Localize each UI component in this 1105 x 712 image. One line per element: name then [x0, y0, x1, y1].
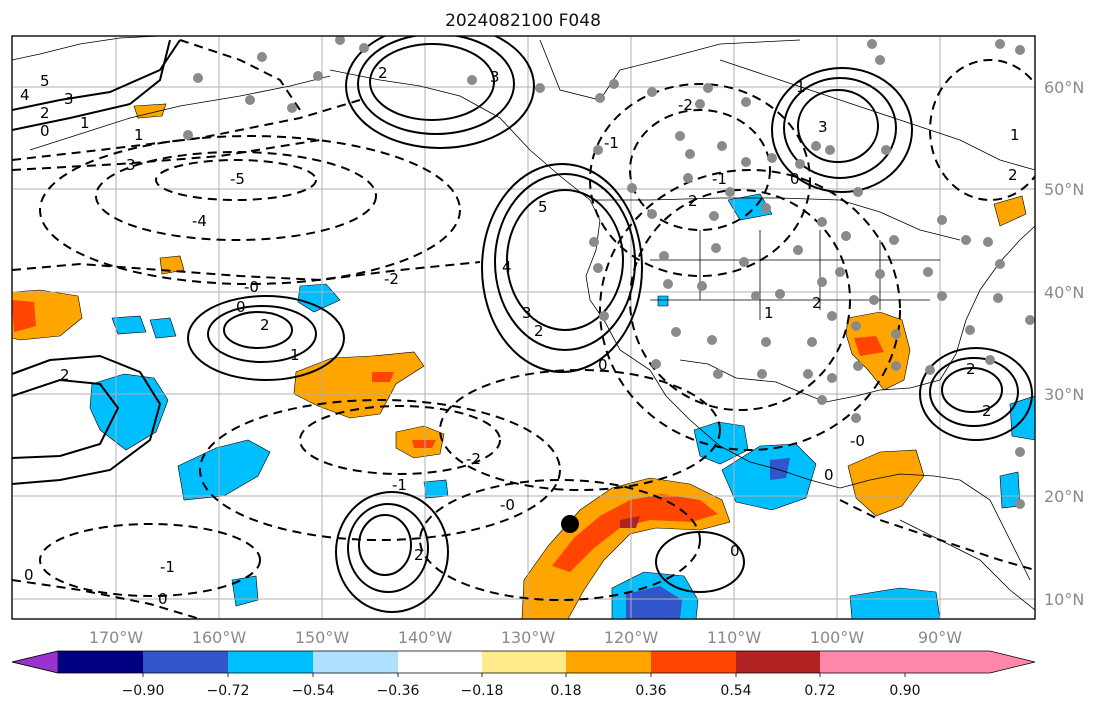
lat-label: 30°N — [1044, 385, 1084, 404]
colorbar-bin — [58, 651, 143, 673]
colorbar: −0.90 −0.72 −0.54 −0.36 −0.18 0.18 0.36 … — [11, 650, 1036, 699]
contour-label: 3 — [126, 156, 136, 174]
contour-label: 1 — [1010, 126, 1020, 144]
contour-label: 1 — [80, 114, 90, 132]
lon-label: 90°W — [918, 628, 962, 647]
longitude-labels: 170°W 160°W 150°W 140°W 130°W 120°W 110°… — [89, 628, 962, 647]
contour-label: 2 — [966, 360, 976, 378]
contour-label: -1 — [712, 170, 727, 188]
station-markers — [183, 36, 1035, 509]
contour-label: 2 — [414, 546, 424, 564]
dashed-contours — [12, 39, 1035, 619]
contour-label: 3 — [522, 304, 532, 322]
contour-label: -1 — [160, 558, 175, 576]
lon-label: 150°W — [295, 628, 350, 647]
contour-label: -2 — [384, 270, 399, 288]
contour-label: 0 — [790, 170, 800, 188]
contour-label: 1 — [290, 346, 300, 364]
contour-label: 2 — [40, 104, 50, 122]
contour-label: 1 — [134, 126, 144, 144]
contour-label: -4 — [192, 212, 207, 230]
contour-label: -5 — [230, 170, 245, 188]
lat-label: 40°N — [1044, 283, 1084, 302]
contour-label: 4 — [20, 86, 30, 104]
contour-label: 5 — [40, 72, 50, 90]
contour-label: 2 — [534, 322, 544, 340]
colorbar-extend-max — [905, 651, 1035, 673]
contour-label: 0 — [236, 298, 246, 316]
lon-label: 110°W — [707, 628, 762, 647]
colorbar-bin — [482, 651, 566, 673]
contour-label: 2 — [378, 64, 388, 82]
figure-title: 2024082100 F048 — [445, 11, 601, 31]
colorbar-bin — [313, 651, 398, 673]
colorbar-bin — [651, 651, 736, 673]
contour-label: 2 — [260, 316, 270, 334]
lon-label: 130°W — [501, 628, 556, 647]
contour-label: 3 — [64, 90, 74, 108]
colorbar-bin — [398, 651, 482, 673]
colorbar-bin — [143, 651, 228, 673]
contour-label: 1 — [796, 78, 806, 96]
contour-label: 2 — [982, 402, 992, 420]
contour-label: 0 — [24, 566, 34, 584]
lat-label: 60°N — [1044, 78, 1084, 97]
shaded-anomaly-fields — [12, 103, 1035, 619]
colorbar-bin — [820, 651, 905, 673]
contour-label: 0 — [824, 466, 834, 484]
contour-label: -1 — [604, 134, 619, 152]
colorbar-tick-label: 0.90 — [889, 683, 920, 699]
contour-label: -0 — [500, 496, 515, 514]
colorbar-tick-label: −0.54 — [292, 683, 335, 699]
colorbar-extend-min — [11, 650, 59, 674]
colorbar-bin — [228, 651, 313, 673]
lon-label: 120°W — [604, 628, 659, 647]
lon-label: 100°W — [810, 628, 865, 647]
lon-label: 140°W — [398, 628, 453, 647]
colorbar-bin — [736, 651, 820, 673]
colorbar-tick-label: 0.72 — [804, 683, 835, 699]
contour-label: 0 — [730, 542, 740, 560]
contour-label: 5 — [538, 198, 548, 216]
contour-label: 0 — [598, 356, 608, 374]
colorbar-tick-label: −0.72 — [207, 683, 250, 699]
colorbar-tick-label: 0.18 — [550, 683, 581, 699]
colorbar-tick-label: −0.36 — [377, 683, 420, 699]
contour-label: -1 — [392, 476, 407, 494]
storm-center-marker — [561, 515, 579, 533]
contour-label: 4 — [502, 258, 512, 276]
colorbar-tick-label: 0.36 — [635, 683, 666, 699]
colorbar-tick-label: 0.54 — [720, 683, 751, 699]
contour-labels: 5 3 4 2 1 0 1 3 -5 -4 -2 0 -0 2 1 2 2 3 … — [20, 64, 1020, 608]
colorbar-bin — [566, 651, 651, 673]
contour-label: 0 — [158, 590, 168, 608]
contour-label: 2 — [812, 294, 822, 312]
contour-label: 2 — [1008, 166, 1018, 184]
contour-label: 3 — [818, 118, 828, 136]
lat-label: 20°N — [1044, 487, 1084, 506]
lat-label: 50°N — [1044, 180, 1084, 199]
coastlines-and-borders — [12, 36, 1035, 611]
lon-label: 170°W — [89, 628, 144, 647]
map-panel: 5 3 4 2 1 0 1 3 -5 -4 -2 0 -0 2 1 2 2 3 … — [11, 35, 1036, 620]
contour-label: -0 — [850, 432, 865, 450]
contour-label: -0 — [244, 278, 259, 296]
colorbar-tick-label: −0.18 — [461, 683, 504, 699]
solid-contours — [12, 36, 1033, 613]
latitude-labels: 60°N 50°N 40°N 30°N 20°N 10°N — [1044, 78, 1084, 609]
lat-label: 10°N — [1044, 590, 1084, 609]
colorbar-tick-label: −0.90 — [122, 683, 165, 699]
contour-label: 1 — [764, 304, 774, 322]
contour-label: -2 — [466, 450, 481, 468]
contour-label: 3 — [490, 68, 500, 86]
contour-label: 2 — [688, 192, 698, 210]
lon-label: 160°W — [192, 628, 247, 647]
contour-label: 2 — [60, 366, 70, 384]
contour-label: 0 — [40, 122, 50, 140]
contour-label: -2 — [678, 96, 693, 114]
